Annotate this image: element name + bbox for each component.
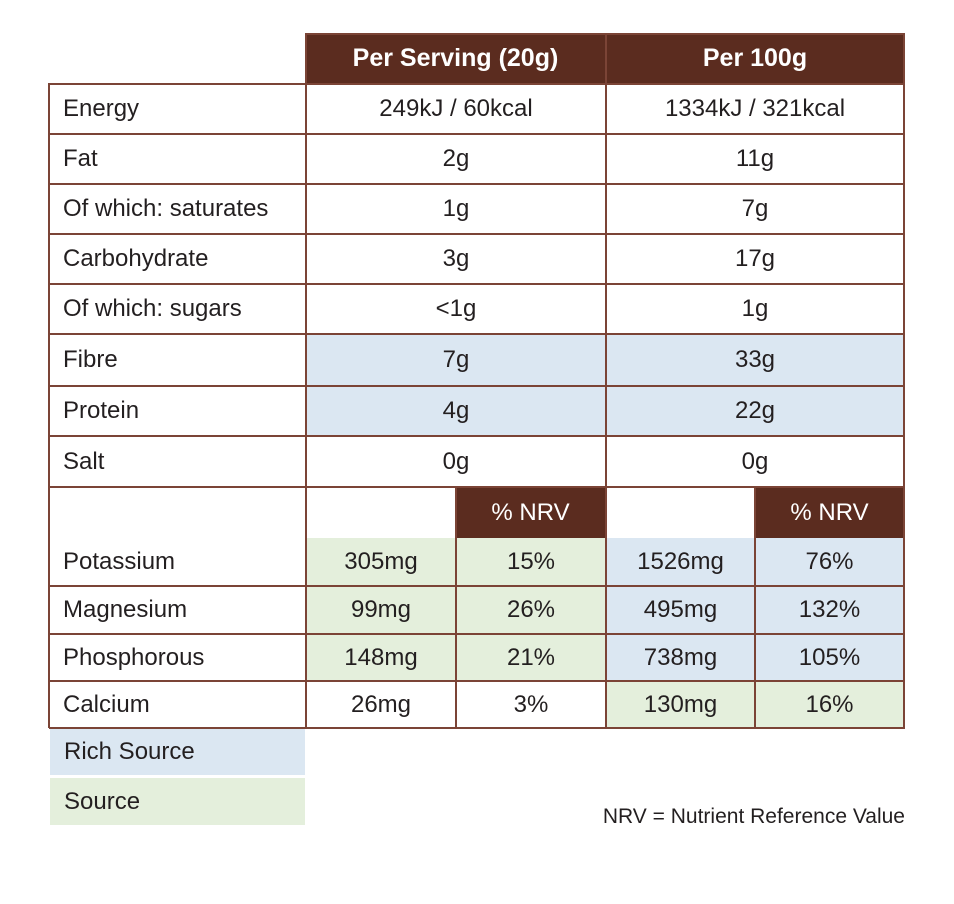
nutrient-name: Energy xyxy=(63,95,140,122)
nutrient-name: Protein xyxy=(63,397,140,424)
header-top xyxy=(305,33,905,35)
mineral-per-100g-nrv: 105% xyxy=(755,634,904,681)
nrv-header-per-100g: % NRV xyxy=(755,488,904,538)
row-divider xyxy=(49,385,905,387)
row-divider xyxy=(49,486,905,488)
nutrient-per-100g: 0g xyxy=(741,447,769,475)
mineral-per-serving-nrv: 21% xyxy=(456,634,606,681)
row-divider xyxy=(49,233,905,235)
mineral-per-100g: 495mg xyxy=(606,586,755,634)
nutrient-name: Carbohydrate xyxy=(63,245,209,272)
row-divider xyxy=(49,680,905,682)
nutrient-per-serving: 249kJ / 60kcal xyxy=(379,95,533,122)
row-divider xyxy=(49,333,905,335)
nutrient-per-serving: 7g xyxy=(306,334,606,386)
mineral-name: Magnesium xyxy=(63,596,188,623)
row-divider xyxy=(49,585,905,587)
mineral-per-serving: 26mg xyxy=(350,690,412,718)
mineral-per-serving: 99mg xyxy=(306,586,456,634)
col-divider xyxy=(305,34,307,729)
col-divider xyxy=(48,83,50,728)
nutrient-name: Of which: saturates xyxy=(63,195,269,222)
mineral-per-100g-nrv: 76% xyxy=(755,538,904,586)
mineral-name: Potassium xyxy=(63,548,176,575)
legend-source: Source xyxy=(50,778,305,825)
mineral-name: Phosphorous xyxy=(63,643,205,671)
nutrient-per-100g: 22g xyxy=(606,386,904,436)
nutrient-name: Fibre xyxy=(63,346,118,373)
mineral-per-100g: 738mg xyxy=(606,634,755,681)
col-divider xyxy=(605,34,607,729)
header-per-100g: Per 100g xyxy=(606,34,904,83)
nutrient-per-serving: <1g xyxy=(435,295,477,322)
col-divider xyxy=(455,487,457,729)
legend-rich-source: Rich Source xyxy=(50,729,305,775)
nrv-header-serving: % NRV xyxy=(456,488,605,538)
nutrient-per-serving: 2g xyxy=(442,145,470,172)
mineral-per-100g-nrv: 16% xyxy=(755,681,904,728)
nutrient-per-100g: 17g xyxy=(734,245,776,272)
nutrient-per-serving: 0g xyxy=(442,447,470,475)
row-divider xyxy=(49,435,905,437)
nutrient-name: Fat xyxy=(63,145,98,172)
nrv-footnote: NRV = Nutrient Reference Value xyxy=(602,805,905,828)
row-divider xyxy=(49,83,905,85)
mineral-per-serving-nrv: 26% xyxy=(456,586,606,634)
nutrient-per-serving: 3g xyxy=(442,245,470,272)
row-divider xyxy=(49,727,905,729)
row-divider xyxy=(49,183,905,185)
mineral-per-serving: 305mg xyxy=(306,538,456,586)
nutrient-per-100g: 1g xyxy=(741,295,769,322)
nutrient-name: Salt xyxy=(63,447,105,475)
mineral-per-serving-nrv: 3% xyxy=(513,690,549,718)
mineral-name: Calcium xyxy=(63,690,150,718)
nutrient-per-serving: 4g xyxy=(306,386,606,436)
nutrient-per-100g: 11g xyxy=(735,145,775,172)
mineral-per-serving: 148mg xyxy=(306,634,456,681)
row-divider xyxy=(49,633,905,635)
col-divider xyxy=(754,487,756,729)
mineral-per-serving-nrv: 15% xyxy=(456,538,606,586)
nutrient-per-100g: 1334kJ / 321kcal xyxy=(664,95,846,122)
col-divider xyxy=(903,34,905,729)
mineral-per-100g: 130mg xyxy=(606,681,755,728)
row-divider xyxy=(49,133,905,135)
mineral-per-100g-nrv: 132% xyxy=(755,586,904,634)
nutrient-per-100g: 33g xyxy=(606,334,904,386)
row-divider xyxy=(49,283,905,285)
nutrient-per-serving: 1g xyxy=(442,195,470,222)
nutrient-name: Of which: sugars xyxy=(63,295,242,322)
header-per-serving: Per Serving (20g) xyxy=(306,34,605,83)
mineral-per-100g: 1526mg xyxy=(606,538,755,586)
nutrient-per-100g: 7g xyxy=(741,195,769,222)
